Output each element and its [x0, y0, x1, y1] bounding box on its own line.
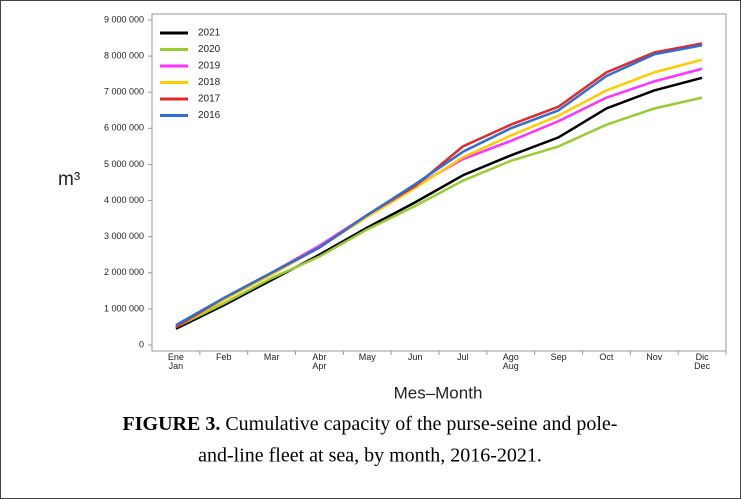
- legend-label: 2019: [198, 61, 221, 72]
- x-tick-label: Jul: [457, 352, 469, 362]
- legend-label: 2017: [198, 94, 221, 105]
- caption-label: FIGURE 3.: [123, 413, 221, 435]
- x-tick-label: Ago Aug: [503, 352, 519, 371]
- series-line: [175, 96, 703, 329]
- x-tick-label-line: Aug: [503, 361, 519, 371]
- x-tick-label-line: Dec: [694, 361, 711, 371]
- x-tick-label-line: Oct: [599, 352, 614, 362]
- y-axis-label: m³: [58, 169, 80, 190]
- series-line: [175, 44, 703, 327]
- x-tick-label: Sep: [551, 352, 567, 362]
- x-tick-label-line: Mar: [264, 352, 280, 362]
- x-tick-label-line: Jun: [408, 352, 423, 362]
- series-line: [175, 58, 703, 329]
- y-tick-label: 9 000 000: [104, 14, 144, 24]
- y-tick-label: 4 000 000: [104, 195, 144, 205]
- x-tick-label: Abr Apr: [312, 352, 326, 371]
- y-tick-label: 3 000 000: [104, 231, 144, 241]
- y-tick-label: 7 000 000: [104, 87, 144, 97]
- y-tick-label: 2 000 000: [104, 267, 144, 277]
- x-tick-label: Ene Jan: [168, 352, 184, 371]
- x-tick-label-line: Abr: [312, 352, 326, 362]
- y-tick-label: 6 000 000: [104, 123, 144, 133]
- x-tick-label: Nov: [646, 352, 663, 362]
- x-tick-label-line: Feb: [216, 352, 232, 362]
- x-tick-label-line: Nov: [646, 352, 663, 362]
- x-tick-label: Jun: [408, 352, 423, 362]
- legend-label: 2018: [198, 77, 221, 88]
- y-tick-label: 1 000 000: [104, 303, 144, 313]
- x-tick-label: Feb: [216, 352, 232, 362]
- legend-label: 2021: [198, 28, 221, 39]
- x-tick-label-line: Ago: [503, 352, 519, 362]
- x-tick-label-line: Apr: [312, 361, 326, 371]
- x-tick-label-line: May: [359, 352, 377, 362]
- x-tick-label-line: Jul: [457, 352, 469, 362]
- x-tick-label-line: Ene: [168, 352, 184, 362]
- x-tick-label: Mar: [264, 352, 280, 362]
- legend-label: 2016: [198, 110, 221, 121]
- legend-label: 2020: [198, 44, 221, 55]
- y-tick-label: 5 000 000: [104, 159, 144, 169]
- x-tick-label-line: Jan: [169, 361, 184, 371]
- x-tick-label-line: Sep: [551, 352, 567, 362]
- x-tick-label: May: [359, 352, 377, 362]
- y-tick-label: 8 000 000: [104, 50, 144, 60]
- x-axis-label: Mes–Month: [394, 383, 483, 402]
- x-tick-label: Oct: [599, 352, 614, 362]
- caption-line: FIGURE 3. Cumulative capacity of the pur…: [123, 413, 618, 435]
- x-tick-label-line: Dic: [696, 352, 709, 362]
- caption-text: Cumulative capacity of the purse-seine a…: [225, 413, 617, 435]
- x-tick-label: Dic Dec: [694, 352, 711, 371]
- series-line: [175, 76, 703, 330]
- y-tick-label: 0: [139, 339, 144, 349]
- caption-line: and-line fleet at sea, by month, 2016-20…: [198, 445, 542, 467]
